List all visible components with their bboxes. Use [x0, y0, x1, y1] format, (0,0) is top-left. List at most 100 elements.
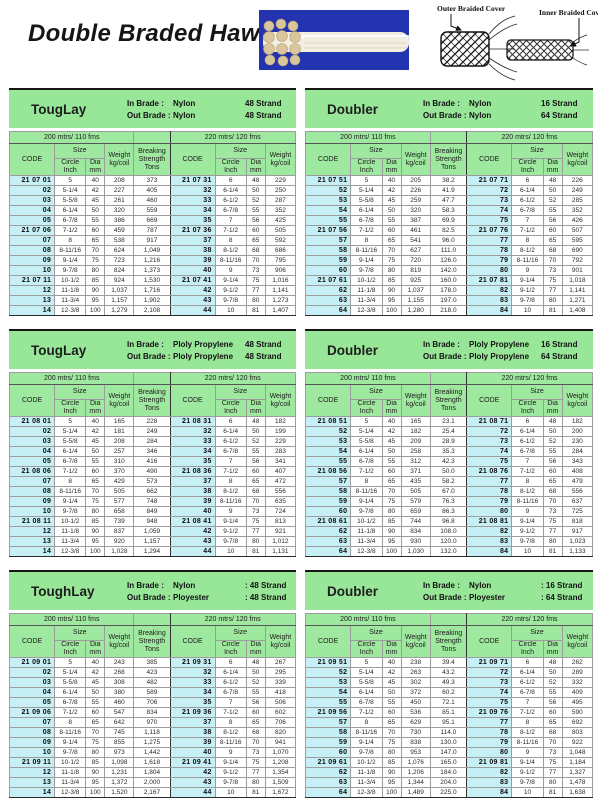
dia-cell: 85 [85, 516, 106, 527]
out-brade-line-part: : 48 Strand [245, 592, 287, 602]
out-brade-line-part: Ploly Propylene [173, 351, 234, 361]
dia-cell: 75 [381, 737, 402, 748]
header-dia-right: Dia mm [542, 399, 563, 417]
header-circle-right: Circle Inch [214, 158, 247, 176]
weight-cell: 1,208 [264, 757, 297, 768]
weight-cell: 259 [400, 195, 431, 206]
header-dia-left: Dia mm [381, 640, 402, 658]
breaking-strength-cell: 1,294 [133, 546, 171, 557]
code-cell: 05 [8, 215, 56, 226]
in-brade-line-part: In Brade : [127, 339, 164, 349]
table-row: 14 12-3/8 100 1,520 2,167 44 10 81 1,672 [8, 787, 297, 798]
weight-cell: 1,155 [400, 295, 431, 306]
dia-cell: 80 [542, 777, 563, 788]
header-size-left: Size [54, 384, 106, 400]
weight-cell: 1,016 [264, 275, 297, 286]
table-row: 64 12-3/8 100 1,030 132.0 84 10 81 1,133 [304, 546, 594, 557]
header-weight-left: Weight kg/coil [400, 384, 431, 417]
weight-cell: 921 [264, 526, 297, 537]
breaking-strength-cell: 1,275 [133, 737, 171, 748]
in-brade-line-part: Ploly Propylene [469, 339, 530, 349]
dia-cell: 65 [542, 717, 563, 728]
dia-cell: 68 [245, 486, 266, 497]
circle-cell: 9-1/2 [511, 767, 544, 778]
table-row: 12 11-1/8 90 1,231 1,804 42 9-1/2 77 1,354 [8, 767, 297, 778]
weight-cell: 792 [561, 255, 594, 266]
in-brade-line: In Brade : Ploly Propylene 16 Strand [423, 339, 593, 351]
table-row: 54 6-1/4 50 258 35.3 74 6-7/8 55 284 [304, 446, 594, 457]
circle-cell: 9-7/8 [350, 506, 383, 517]
header-code-right: CODE [466, 625, 513, 658]
breaking-strength-cell: 58.3 [429, 205, 468, 216]
column-header-row-2: Circle Inch Dia mm Circle Inch Dia mm [10, 399, 296, 417]
product-title: Doubler [327, 583, 379, 599]
code-cell: 08 [8, 486, 56, 497]
weight-cell: 1,141 [561, 285, 594, 296]
dia-cell: 73 [542, 747, 563, 758]
length-header-spacer [429, 372, 468, 385]
column-header-row-1: CODE Size Weight kg/coil Breaking Strength Ton… [8, 143, 297, 176]
weight-cell: 208 [104, 175, 135, 186]
code-cell: 21 09 31 [169, 657, 216, 668]
weight-cell: 408 [561, 466, 594, 477]
breaking-strength-cell: 49.3 [429, 677, 468, 688]
circle-cell: 5 [350, 175, 383, 186]
circle-cell: 6-1/2 [214, 195, 247, 206]
breaking-strength-cell: 589 [133, 687, 171, 698]
breaking-strength-cell: 490 [133, 466, 171, 477]
code-cell: 64 [304, 787, 352, 798]
breaking-strength-cell: 669 [133, 215, 171, 226]
breaking-strength-cell: 108.0 [429, 526, 468, 537]
table-row: 64 12-3/8 100 1,280 218.0 84 10 81 1,408 [304, 305, 594, 316]
weight-cell: 1,012 [264, 536, 297, 547]
weight-cell: 917 [561, 526, 594, 537]
weight-cell: 459 [104, 225, 135, 236]
in-brade-line: In Brade : Nylon: 16 Strand [423, 580, 593, 592]
code-cell: 38 [169, 727, 216, 738]
circle-cell: 6-1/4 [214, 185, 247, 196]
table-row: 62 11-1/8 90 834 108.0 82 9-1/2 77 917 [304, 526, 594, 537]
dia-cell: 100 [85, 305, 106, 316]
circle-cell: 9-7/8 [54, 747, 87, 758]
in-brade-line: In Brade : Nylon 48 Strand [127, 98, 296, 110]
dia-cell: 42 [381, 185, 402, 196]
breaking-strength-cell: 373 [133, 175, 171, 186]
circle-cell: 10 [214, 305, 247, 316]
dia-cell: 45 [381, 195, 402, 206]
circle-cell: 9-1/2 [214, 767, 247, 778]
circle-cell: 5 [350, 416, 383, 427]
in-brade-line-part: Ploly Propylene [173, 339, 234, 349]
product-block-3: TougLay In Brade : Ploly Propylene 48 Stran… [8, 329, 297, 557]
breaking-strength-cell: 184.0 [429, 767, 468, 778]
table-row: 21 09 06 7-1/2 60 547 834 21 09 36 7-1/2 60 602 [8, 707, 297, 718]
weight-cell: 1,273 [264, 295, 297, 306]
circle-cell: 5-1/4 [350, 426, 383, 437]
circle-cell: 7-1/2 [350, 466, 383, 477]
breaking-strength-cell: 85.1 [429, 707, 468, 718]
weight-cell: 257 [104, 446, 135, 457]
code-cell: 12 [8, 526, 56, 537]
out-brade-line: Out Brade : Ploly Propylene 64 Strand [423, 351, 593, 363]
spec-table: 200 mtrs/ 110 fms 220 mtrs/ 120 fms CODE Si… [8, 372, 297, 557]
dia-cell: 75 [542, 757, 563, 768]
weight-cell: 284 [561, 446, 594, 457]
column-header-row-2: Circle Inch Dia mm Circle Inch Dia mm [306, 640, 593, 658]
block-header: TougLay In Brade : Nylon 48 Strand Out Brade… [9, 90, 296, 128]
breaking-strength-cell: 111.0 [429, 245, 468, 256]
dia-cell: 70 [245, 737, 266, 748]
header-size-left: Size [54, 143, 106, 159]
code-cell: 07 [8, 235, 56, 246]
weight-cell: 209 [400, 436, 431, 447]
weight-cell: 1,408 [561, 305, 594, 316]
weight-cell: 813 [264, 516, 297, 527]
weight-cell: 199 [264, 426, 297, 437]
code-cell: 39 [169, 737, 216, 748]
code-cell: 60 [304, 265, 352, 276]
out-brade-line-part: Out Brade : [423, 110, 467, 120]
table-row: 60 9-7/8 80 659 86.3 80 9 73 725 [304, 506, 594, 517]
column-header-row-2: Circle Inch Dia mm Circle Inch Dia mm [10, 640, 296, 658]
circle-cell: 9-7/8 [54, 265, 87, 276]
out-brade-line-part: Out Brade : [127, 592, 171, 602]
code-cell: 72 [466, 185, 513, 196]
dia-cell: 56 [542, 215, 563, 226]
